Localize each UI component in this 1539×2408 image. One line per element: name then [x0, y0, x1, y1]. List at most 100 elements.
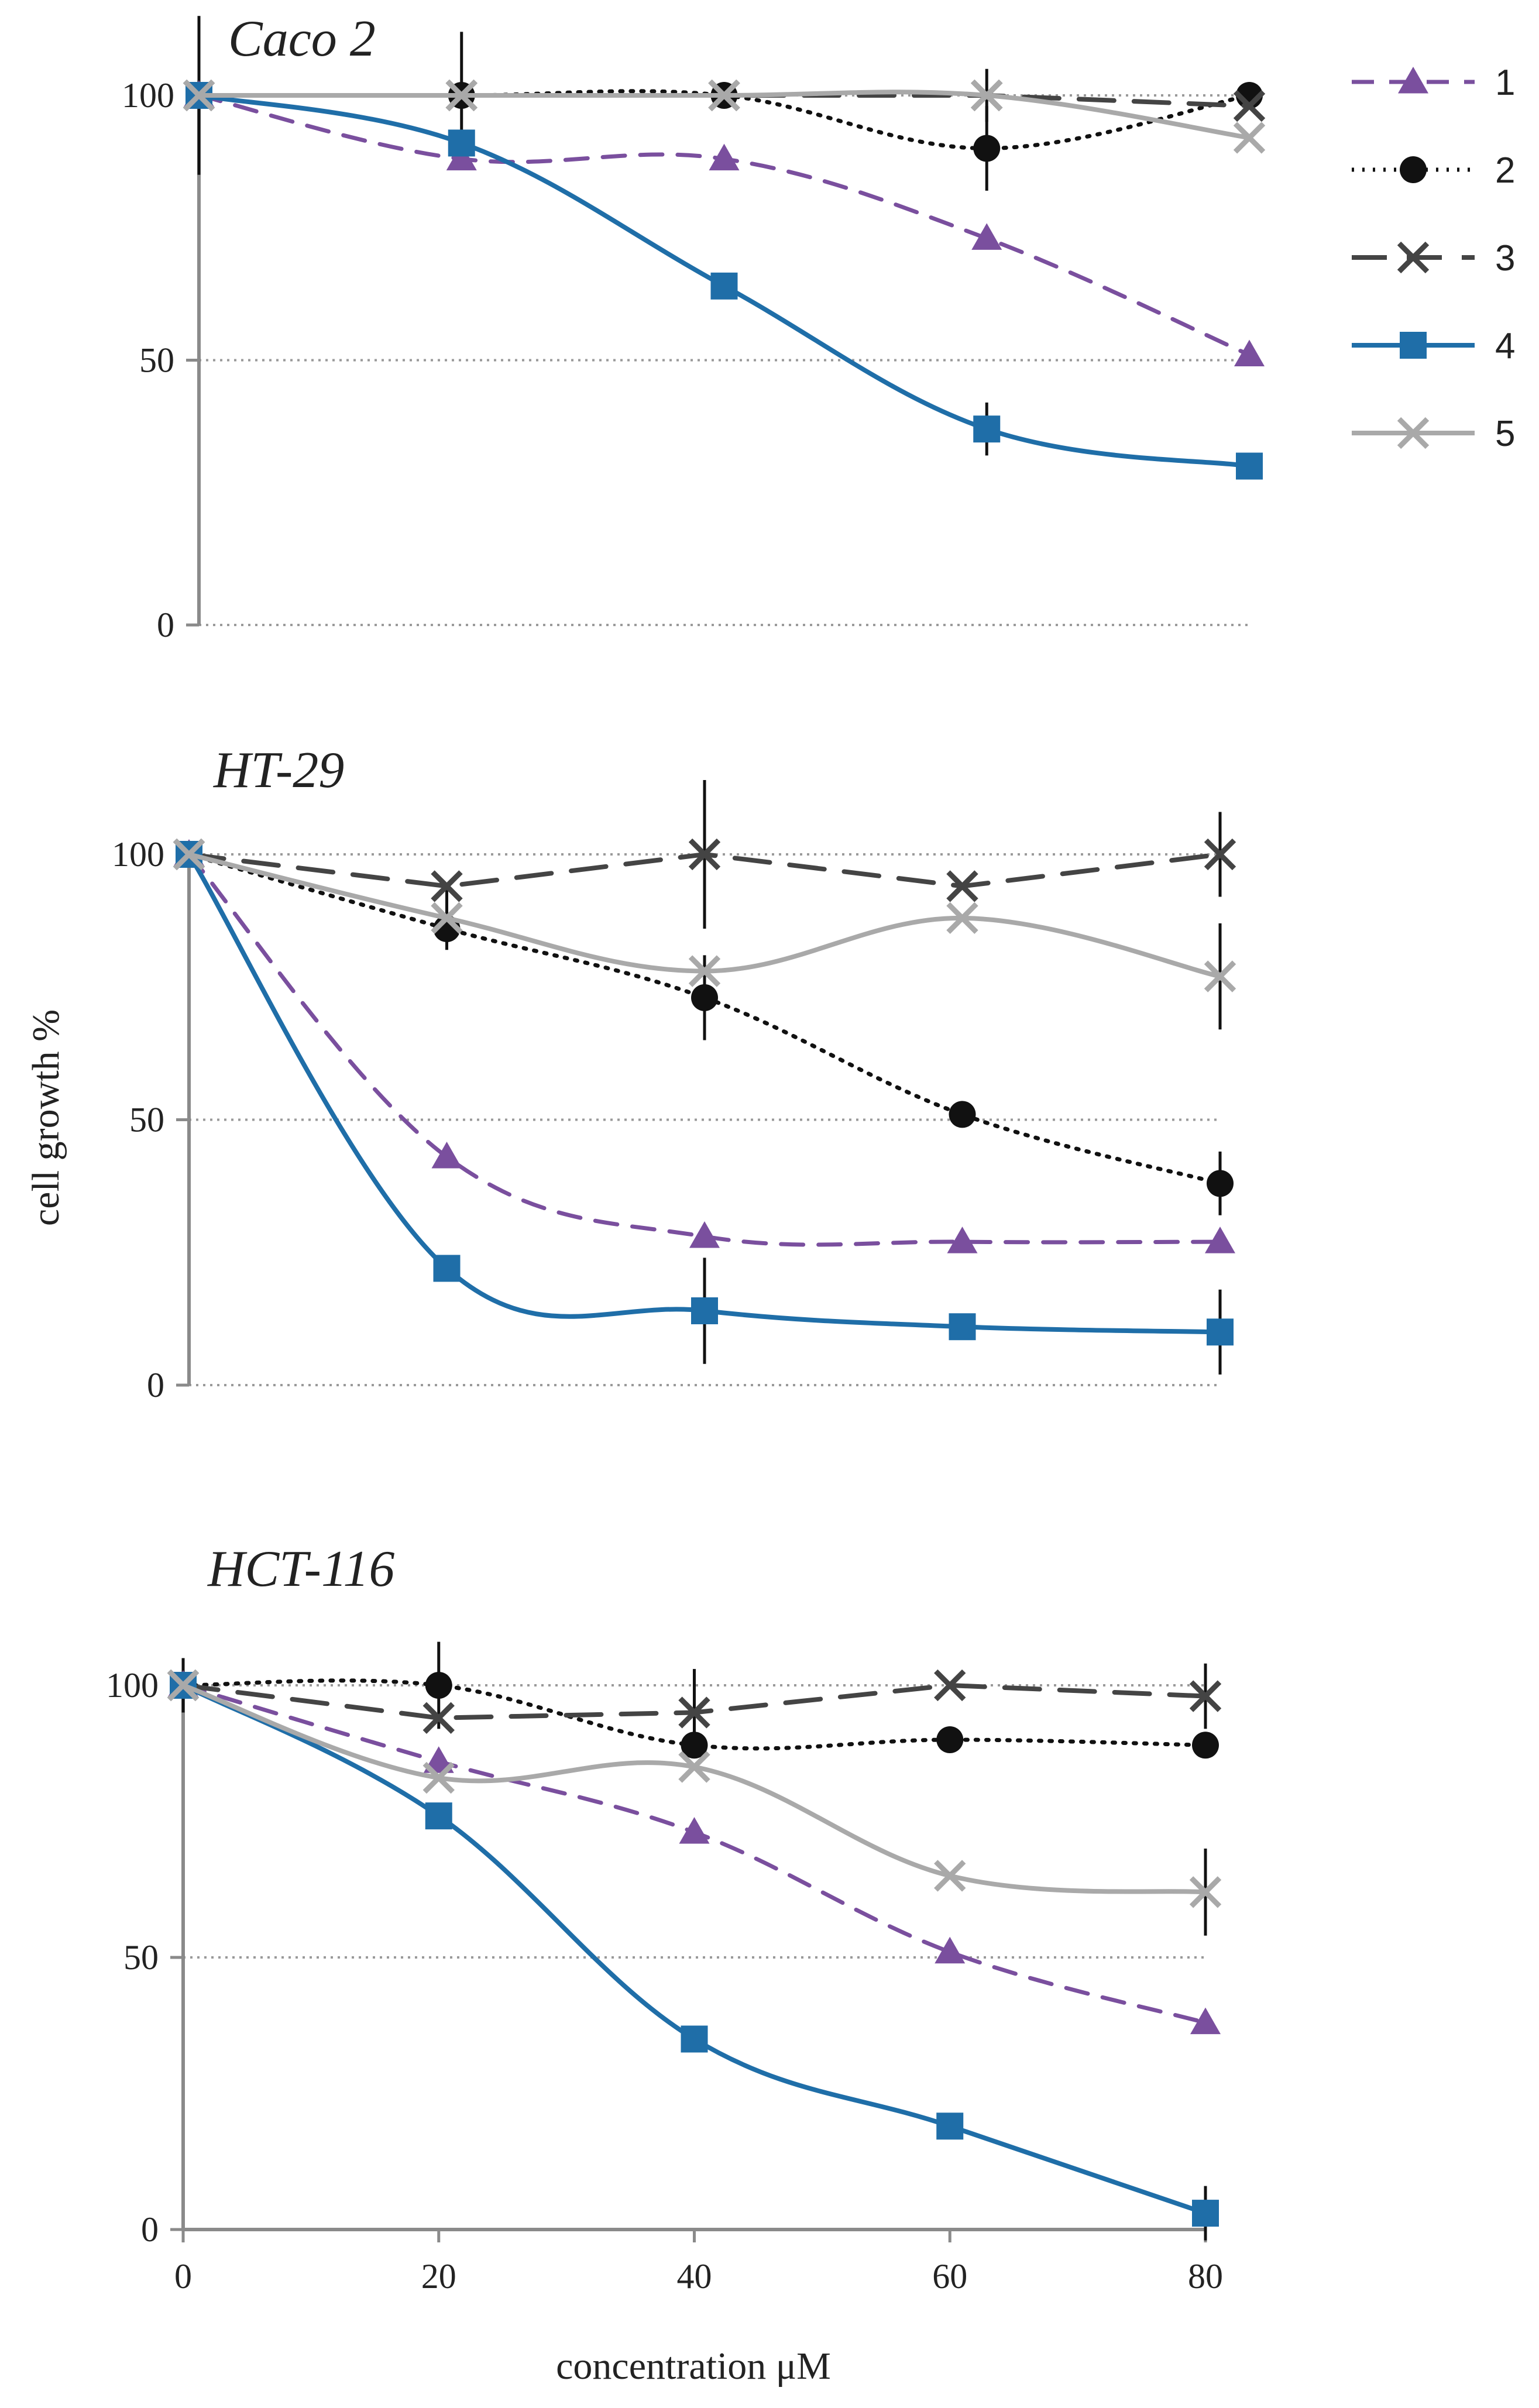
legend-label: 4	[1495, 326, 1515, 366]
data-point-1	[431, 1141, 462, 1169]
data-point-5	[946, 902, 978, 935]
data-point-4	[681, 2025, 708, 2053]
data-point-4	[1207, 1318, 1234, 1346]
data-point-1	[423, 1746, 454, 1773]
y-tick-label: 50	[129, 1101, 164, 1139]
data-point-1	[446, 143, 477, 171]
data-point-5	[167, 1669, 200, 1702]
data-point-4	[1192, 2200, 1219, 2227]
data-point-1	[947, 1227, 978, 1253]
series-5	[167, 1669, 1222, 1908]
y-tick-label: 50	[139, 341, 174, 380]
legend-marker	[1398, 67, 1428, 94]
chart-title-caco2: Caco 2	[228, 11, 376, 67]
data-point-4	[949, 1313, 976, 1341]
data-point-3	[1189, 1680, 1222, 1712]
data-point-2	[973, 135, 1001, 162]
data-point-2	[936, 1726, 964, 1753]
data-point-3	[422, 1702, 455, 1734]
data-point-5	[445, 79, 477, 112]
y-tick-label: 100	[106, 1666, 159, 1705]
data-point-2	[691, 984, 718, 1011]
data-point-3	[946, 870, 978, 902]
legend-label: 5	[1495, 414, 1515, 454]
legend: 1 2 3 4 5	[1352, 63, 1515, 454]
legend-marker	[1397, 241, 1430, 274]
data-point-5	[422, 1761, 455, 1794]
data-point-2	[425, 1672, 452, 1699]
data-point-5	[934, 1860, 966, 1892]
plot-area-2: 0 50 100 0 20 40 60 80	[106, 1641, 1223, 2296]
data-point-3	[1233, 90, 1266, 122]
data-point-4	[691, 1297, 718, 1325]
x-tick-label: 0	[174, 2257, 192, 2296]
legend-item-3: 3	[1352, 238, 1515, 279]
x-tick-label: 60	[932, 2257, 967, 2296]
y-tick-label: 100	[112, 835, 164, 874]
x-tick-label: 40	[677, 2257, 712, 2296]
chart-ht29: HT-29	[213, 742, 344, 799]
series-2	[176, 841, 1234, 1197]
data-point-2	[1192, 1732, 1219, 1759]
legend-item-4: 4	[1352, 326, 1515, 366]
series-5	[183, 79, 1266, 154]
data-point-1	[1190, 2007, 1221, 2035]
data-point-5	[431, 902, 463, 935]
data-point-2	[1207, 1170, 1234, 1197]
legend-marker	[1400, 156, 1427, 183]
x-tick-label: 20	[421, 2257, 456, 2296]
data-point-3	[1204, 838, 1236, 871]
data-point-1	[1205, 1227, 1235, 1253]
legend-item-5: 5	[1352, 414, 1515, 454]
legend-marker	[1397, 417, 1430, 449]
y-tick-label: 0	[147, 1366, 164, 1404]
series-line-4	[187, 852, 1222, 1335]
data-point-4	[710, 272, 738, 300]
data-point-1	[679, 1817, 710, 1844]
chart-caco2: Caco 2	[228, 11, 376, 67]
data-point-4	[448, 129, 475, 157]
series-5	[173, 838, 1236, 992]
data-point-4	[973, 415, 1001, 443]
data-point-4	[936, 2112, 964, 2140]
legend-marker	[1400, 332, 1427, 359]
data-point-3	[688, 838, 721, 871]
y-axis-label: cell growth %	[25, 1009, 67, 1226]
data-point-5	[678, 1751, 710, 1783]
chart-hct116: HCT-116	[207, 1541, 394, 1598]
series-4	[185, 82, 1263, 480]
data-point-4	[1236, 452, 1263, 480]
data-point-5	[1189, 1876, 1222, 1908]
chart-title-ht29: HT-29	[213, 742, 344, 799]
data-point-2	[681, 1732, 708, 1759]
data-point-5	[971, 79, 1003, 112]
data-point-5	[708, 79, 740, 112]
series-1	[184, 80, 1265, 366]
data-point-5	[1204, 960, 1236, 992]
x-tick-label: 80	[1188, 2257, 1223, 2296]
series-line-1	[197, 93, 1252, 357]
data-point-5	[1233, 122, 1266, 154]
data-point-3	[934, 1669, 966, 1702]
data-point-3	[678, 1696, 710, 1729]
data-point-2	[949, 1101, 976, 1128]
legend-label: 3	[1495, 238, 1515, 279]
data-point-5	[688, 955, 721, 987]
legend-label: 1	[1495, 63, 1515, 103]
data-point-1	[689, 1221, 720, 1248]
series-4	[170, 1672, 1219, 2227]
y-tick-label: 0	[141, 2210, 159, 2249]
data-point-1	[935, 1936, 966, 1964]
y-tick-label: 100	[122, 76, 174, 115]
series-4	[176, 841, 1234, 1346]
data-point-5	[173, 838, 205, 871]
legend-item-2: 2	[1352, 150, 1515, 191]
legend-label: 2	[1495, 150, 1515, 191]
plot-area-0: 0 50 100	[122, 16, 1266, 644]
data-point-4	[433, 1255, 461, 1282]
plot-area-1: 0 50 100	[112, 780, 1236, 1404]
data-point-1	[1234, 339, 1265, 366]
data-point-5	[183, 79, 215, 112]
data-point-4	[425, 1802, 452, 1830]
